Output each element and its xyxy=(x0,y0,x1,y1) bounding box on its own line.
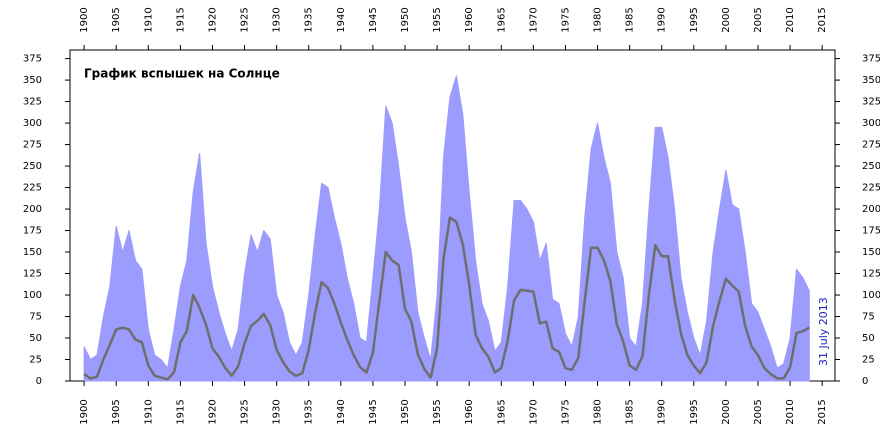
x-top-tick-label: 1995 xyxy=(689,7,700,32)
x-tick-label: 1980 xyxy=(593,399,604,424)
y2-tick-label: 300 xyxy=(862,118,880,129)
y-tick-label: 125 xyxy=(23,269,42,280)
x-tick-label: 2005 xyxy=(753,399,764,424)
x-tick-label: 1900 xyxy=(79,399,90,424)
y-tick-label: 350 xyxy=(23,75,42,86)
y-tick-label: 200 xyxy=(23,204,42,215)
x-tick-label: 1920 xyxy=(207,399,218,424)
y2-tick-label: 325 xyxy=(862,97,880,108)
x-tick-label: 1970 xyxy=(528,399,539,424)
x-top-tick-label: 1930 xyxy=(272,7,283,32)
x-tick-label: 1945 xyxy=(368,399,379,424)
x-tick-label: 1950 xyxy=(400,399,411,424)
y-tick-label: 0 xyxy=(36,376,42,387)
series-area xyxy=(83,75,810,382)
x-tick-label: 1965 xyxy=(496,399,507,424)
y2-tick-label: 175 xyxy=(862,226,880,237)
y-tick-label: 225 xyxy=(23,183,42,194)
x-top-tick-label: 1965 xyxy=(496,7,507,32)
x-top-tick-label: 1940 xyxy=(336,7,347,32)
x-top-tick-label: 1960 xyxy=(464,7,475,32)
y-tick-label: 25 xyxy=(29,355,42,366)
y2-tick-label: 150 xyxy=(862,247,880,258)
x-tick-label: 1915 xyxy=(175,399,186,424)
series-line xyxy=(83,216,810,381)
x-tick-label: 1975 xyxy=(560,399,571,424)
y-tick-label: 325 xyxy=(23,97,42,108)
x-tick-label: 2015 xyxy=(817,399,828,424)
y2-tick-label: 25 xyxy=(862,355,875,366)
y2-tick-label: 200 xyxy=(862,204,880,215)
y2-tick-label: 75 xyxy=(862,312,875,323)
x-top-tick-label: 2005 xyxy=(753,7,764,32)
x-top-tick-label: 1910 xyxy=(143,7,154,32)
chart-title: График вспышек на Солнце xyxy=(84,67,280,81)
x-tick-label: 1925 xyxy=(240,399,251,424)
y2-tick-label: 100 xyxy=(862,290,880,301)
x-top-tick-label: 1905 xyxy=(111,7,122,32)
y2-tick-label: 250 xyxy=(862,161,880,172)
y-tick-label: 250 xyxy=(23,161,42,172)
y-tick-label: 300 xyxy=(23,118,42,129)
x-top-tick-label: 1985 xyxy=(625,7,636,32)
x-top-tick-label: 2010 xyxy=(785,7,796,32)
y-tick-label: 175 xyxy=(23,226,42,237)
x-tick-label: 2010 xyxy=(785,399,796,424)
y2-tick-label: 375 xyxy=(862,54,880,65)
x-top-tick-label: 1915 xyxy=(175,7,186,32)
x-top-tick-label: 1980 xyxy=(593,7,604,32)
x-tick-label: 1995 xyxy=(689,399,700,424)
x-tick-label: 1935 xyxy=(304,399,315,424)
y-tick-label: 100 xyxy=(23,290,42,301)
y-tick-label: 50 xyxy=(29,333,42,344)
x-top-tick-label: 1975 xyxy=(560,7,571,32)
annotation: 31 July 2013 xyxy=(817,297,830,366)
x-tick-label: 1955 xyxy=(432,399,443,424)
y2-tick-label: 275 xyxy=(862,140,880,151)
x-tick-label: 1940 xyxy=(336,399,347,424)
y2-tick-label: 125 xyxy=(862,269,880,280)
x-top-tick-label: 1990 xyxy=(657,7,668,32)
y-tick-label: 275 xyxy=(23,140,42,151)
x-tick-label: 1910 xyxy=(143,399,154,424)
x-top-tick-label: 1950 xyxy=(400,7,411,32)
x-top-tick-label: 1935 xyxy=(304,7,315,32)
y2-tick-label: 50 xyxy=(862,333,875,344)
x-tick-label: 1985 xyxy=(625,399,636,424)
x-top-tick-label: 1945 xyxy=(368,7,379,32)
x-top-tick-label: 1925 xyxy=(240,7,251,32)
x-tick-label: 1990 xyxy=(657,399,668,424)
x-top-tick-label: 1970 xyxy=(528,7,539,32)
y2-tick-label: 350 xyxy=(862,75,880,86)
x-top-tick-label: 1955 xyxy=(432,7,443,32)
y-tick-label: 150 xyxy=(23,247,42,258)
x-top-tick-label: 2015 xyxy=(817,7,828,32)
x-top-tick-label: 2000 xyxy=(721,7,732,32)
x-top-tick-label: 1900 xyxy=(79,7,90,32)
y2-tick-label: 225 xyxy=(862,183,880,194)
x-top-tick-label: 1920 xyxy=(207,7,218,32)
x-tick-label: 1905 xyxy=(111,399,122,424)
y-tick-label: 75 xyxy=(29,312,42,323)
x-tick-label: 1930 xyxy=(272,399,283,424)
x-tick-label: 1960 xyxy=(464,399,475,424)
y-tick-label: 375 xyxy=(23,54,42,65)
x-tick-label: 2000 xyxy=(721,399,732,424)
y2-tick-label: 0 xyxy=(862,376,868,387)
